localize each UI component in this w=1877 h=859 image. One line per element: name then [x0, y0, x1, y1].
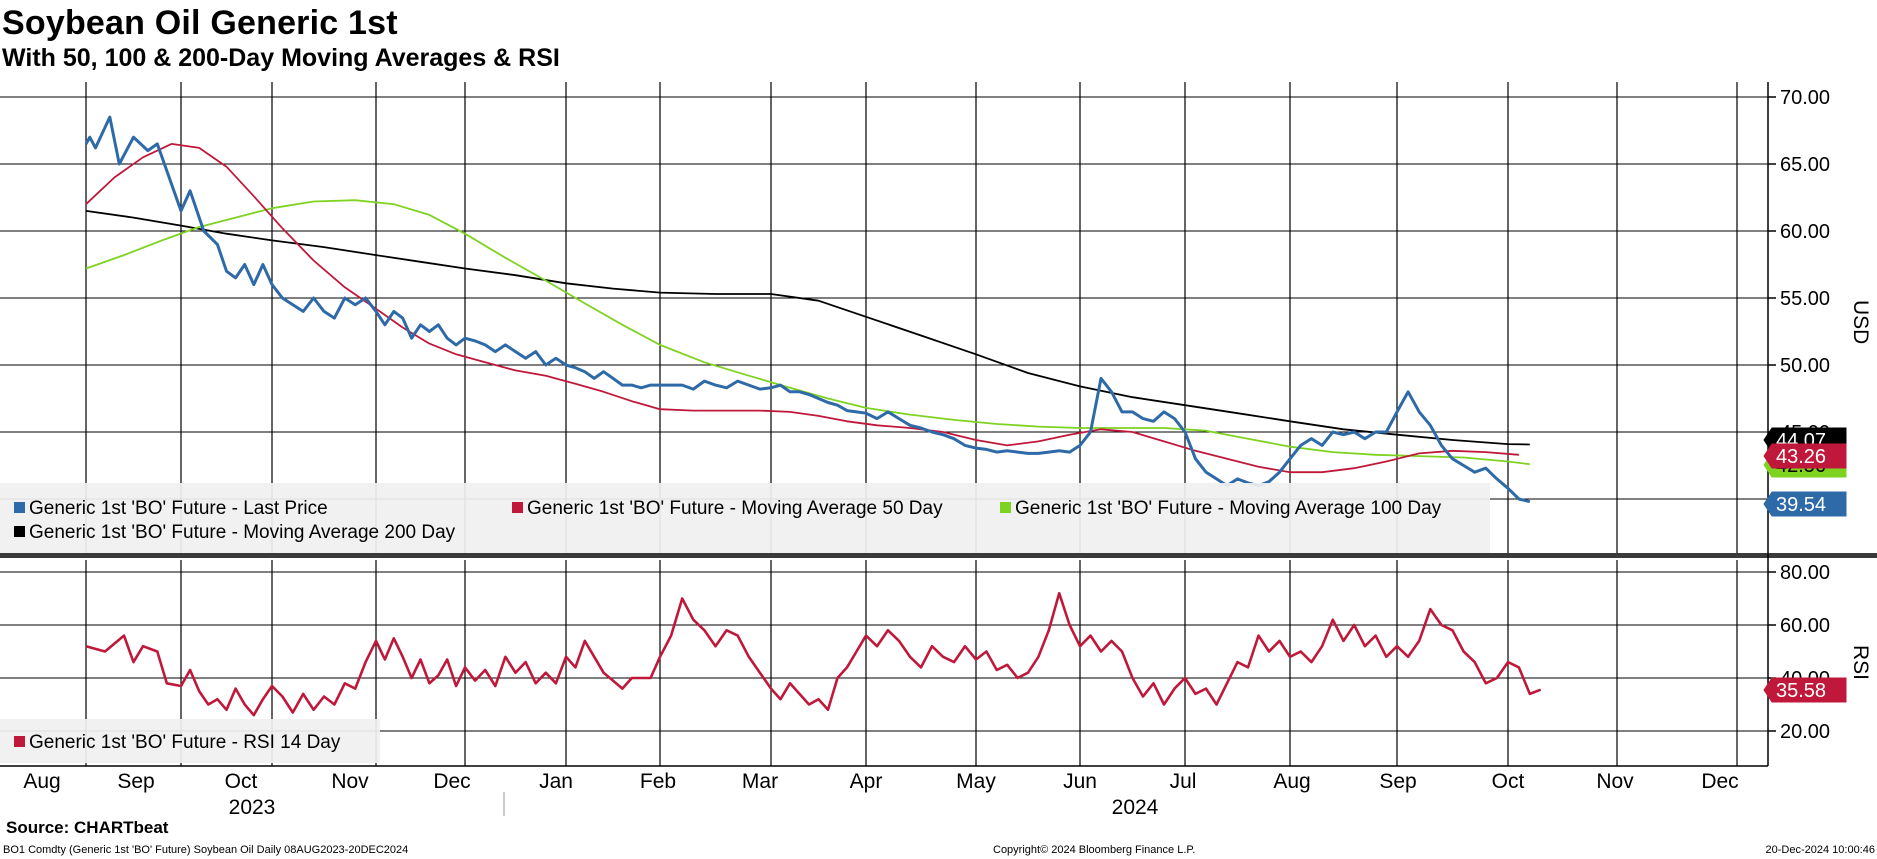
legend-label: Generic 1st 'BO' Future - Last Price	[29, 498, 328, 519]
footer-timestamp: 20-Dec-2024 10:00:46	[1765, 844, 1875, 856]
ytick-label-price: 65.00	[1780, 154, 1830, 176]
end-value-tag-label: 35.58	[1776, 680, 1826, 702]
end-value-tag-label: 43.26	[1776, 446, 1826, 468]
y-axis-title-price: USD	[1849, 300, 1872, 344]
x-month-label: May	[956, 770, 996, 793]
x-month-label: Oct	[1492, 770, 1525, 793]
panel-separator	[0, 553, 1877, 558]
ytick-label-price: 70.00	[1780, 87, 1830, 109]
legend-label: Generic 1st 'BO' Future - Moving Average…	[29, 522, 456, 543]
legend-swatch	[14, 502, 25, 513]
legend-swatch	[512, 502, 523, 513]
x-month-label: Dec	[433, 770, 470, 793]
x-month-label: Jun	[1063, 770, 1097, 793]
x-year-label: 2023	[229, 796, 276, 819]
ytick-label-price: 60.00	[1780, 221, 1830, 243]
x-month-label: Oct	[225, 770, 258, 793]
end-value-tag-shape	[1763, 677, 1847, 703]
footer-copyright: Copyright© 2024 Bloomberg Finance L.P.	[993, 844, 1196, 856]
footer-description: BO1 Comdty (Generic 1st 'BO' Future) Soy…	[3, 844, 409, 856]
end-value-tag-shape	[1763, 443, 1847, 469]
legend-layer: Generic 1st 'BO' Future - Last Price Gene…	[0, 483, 1490, 763]
end-value-tag: 35.58	[1763, 677, 1847, 703]
x-month-label: Sep	[117, 770, 154, 793]
ytick-label-rsi: 20.00	[1780, 721, 1830, 743]
y-axis-title-rsi: RSI	[1849, 645, 1872, 680]
x-month-label: Sep	[1379, 770, 1416, 793]
end-value-tag-label: 39.54	[1776, 494, 1826, 516]
end-value-tag-shape	[1763, 491, 1847, 517]
x-month-label: Nov	[1596, 770, 1634, 793]
legend-swatch	[1000, 502, 1011, 513]
end-value-tag: 39.54	[1763, 491, 1847, 517]
source-note: Source: CHARTbeat	[6, 818, 169, 837]
series-layer	[84, 115, 1542, 717]
x-month-label: Jan	[539, 770, 573, 793]
x-month-label: Mar	[742, 770, 778, 793]
chart-title: Soybean Oil Generic 1st	[2, 4, 398, 42]
ytick-label-price: 50.00	[1780, 355, 1830, 377]
legend-rsi-box	[0, 719, 380, 763]
ytick-label-price: 55.00	[1780, 288, 1830, 310]
x-month-label: Nov	[331, 770, 369, 793]
legend-swatch	[14, 526, 25, 537]
legend-price-box	[0, 483, 1490, 553]
ma200-line	[85, 210, 1530, 446]
legend-swatch	[14, 736, 25, 747]
legend-label: Generic 1st 'BO' Future - Moving Average…	[527, 498, 943, 519]
ma100-line	[85, 199, 1530, 466]
legend-label: Generic 1st 'BO' Future - RSI 14 Day	[29, 732, 341, 753]
grid	[0, 82, 1768, 766]
x-month-label: Aug	[1273, 770, 1310, 793]
end-value-tag: 43.26	[1763, 443, 1847, 469]
x-month-label: Feb	[640, 770, 676, 793]
x-month-label: Jul	[1170, 770, 1197, 793]
rsi-line	[85, 591, 1542, 717]
chart-subtitle: With 50, 100 & 200-Day Moving Averages &…	[2, 44, 560, 72]
legend-label: Generic 1st 'BO' Future - Moving Average…	[1015, 498, 1442, 519]
x-year-label: 2024	[1112, 796, 1159, 819]
ma50-line	[85, 143, 1519, 474]
x-month-label: Dec	[1701, 770, 1738, 793]
last-price-line	[84, 115, 1531, 504]
x-month-label: Aug	[23, 770, 60, 793]
axis-layer: 70.0065.0060.0055.0050.0045.0080.0060.00…	[0, 82, 1877, 819]
ytick-label-rsi: 60.00	[1780, 615, 1830, 637]
ytick-label-rsi: 80.00	[1780, 562, 1830, 584]
x-month-label: Apr	[850, 770, 883, 793]
